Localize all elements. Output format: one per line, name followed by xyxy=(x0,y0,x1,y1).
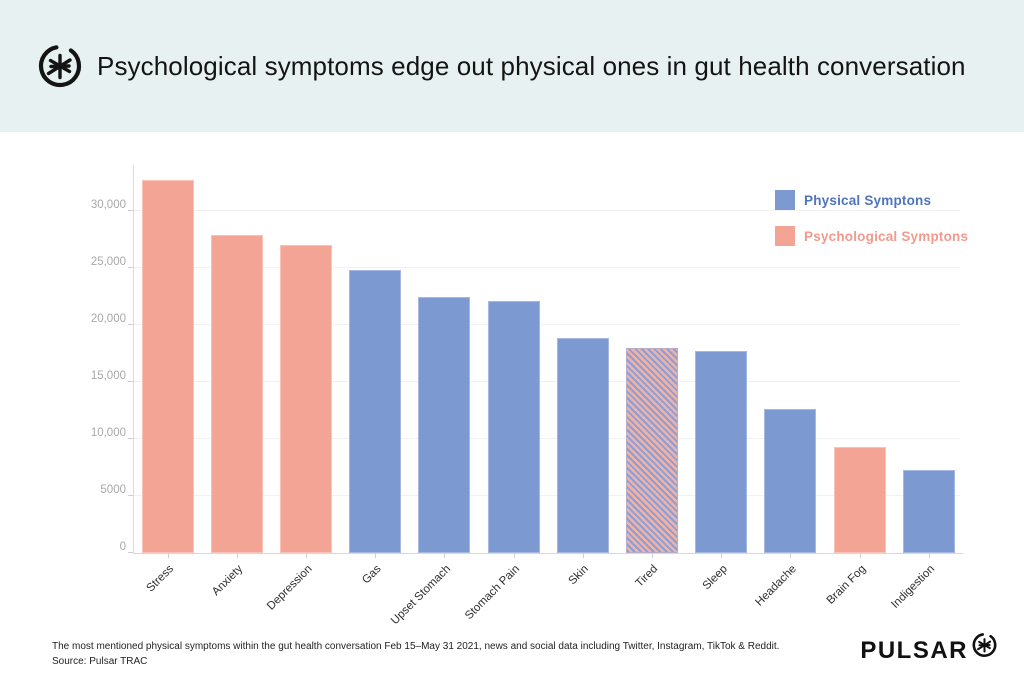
legend-item-physical: Physical Symptons xyxy=(775,190,968,210)
page-title: Psychological symptoms edge out physical… xyxy=(97,50,966,81)
x-axis-tick xyxy=(236,553,238,558)
y-axis-line xyxy=(133,165,134,553)
chart-source: Source: Pulsar TRAC xyxy=(52,656,148,667)
bar-indigestion xyxy=(902,470,955,553)
bar-depression xyxy=(279,244,332,553)
x-tick-label: Sleep xyxy=(700,563,730,593)
y-tick-label: 0 xyxy=(119,541,126,553)
x-tick-label: Skin xyxy=(566,563,592,588)
gridline xyxy=(134,494,960,496)
bar-chart-plot: 0 5000 10,000 15,000 20,000 25,000 30,000 Stres… xyxy=(91,165,963,627)
bar-sleep xyxy=(695,351,748,553)
x-tick-label: Indigestion xyxy=(889,563,938,611)
x-axis-tick xyxy=(305,553,307,558)
x-axis-tick xyxy=(651,553,653,558)
y-tick-label: 30,000 xyxy=(90,198,126,211)
gridline xyxy=(134,437,960,439)
legend-swatch-physical xyxy=(775,190,795,210)
y-tick-label: 5000 xyxy=(100,483,126,496)
y-tick-label: 25,000 xyxy=(90,255,126,268)
legend-item-psychological: Psychological Symptons xyxy=(775,226,968,246)
x-axis-line xyxy=(133,553,963,554)
bar-gas xyxy=(349,270,402,553)
gridline xyxy=(134,266,960,268)
legend-swatch-psychological xyxy=(775,226,795,246)
x-axis-tick xyxy=(444,553,446,558)
bar-skin xyxy=(556,338,609,553)
bar-anxiety xyxy=(210,234,263,553)
x-axis-tick xyxy=(859,553,861,558)
x-tick-label: Upset Stomach xyxy=(388,563,453,628)
x-axis-tick xyxy=(928,553,930,558)
x-tick-label: Brain Fog xyxy=(824,563,868,607)
x-tick-label: Stress xyxy=(144,563,176,595)
y-axis-tick xyxy=(128,380,133,382)
brand-wordmark: PULSAR xyxy=(860,637,968,664)
y-axis-tick xyxy=(128,437,133,439)
x-axis-tick xyxy=(375,553,377,558)
gridline xyxy=(134,209,960,211)
x-tick-label: Headache xyxy=(753,563,799,609)
y-axis-tick xyxy=(128,209,133,211)
y-axis-tick xyxy=(128,266,133,268)
y-tick-label: 10,000 xyxy=(90,426,126,439)
x-axis-tick xyxy=(513,553,515,558)
bar-tired xyxy=(625,347,678,553)
chart-caption: The most mentioned physical symptoms wit… xyxy=(52,641,780,652)
y-axis-tick xyxy=(128,552,133,553)
x-axis-tick xyxy=(582,553,584,558)
x-axis-tick xyxy=(790,553,792,558)
x-axis-tick xyxy=(167,553,169,558)
pulsar-asterisk-icon xyxy=(972,633,997,657)
bar-stomach-pain xyxy=(487,300,540,553)
x-axis-tick xyxy=(721,553,723,558)
pulsar-asterisk-icon xyxy=(38,44,82,88)
gridline xyxy=(134,380,960,382)
gridline xyxy=(134,323,960,325)
y-tick-label: 15,000 xyxy=(90,369,126,382)
x-tick-label: Depression xyxy=(264,563,315,613)
legend-label: Physical Symptons xyxy=(804,192,932,208)
bar-upset-stomach xyxy=(418,297,471,553)
x-tick-label: Gas xyxy=(360,563,384,587)
legend-label: Psychological Symptons xyxy=(804,228,969,244)
x-tick-label: Anxiety xyxy=(210,563,246,599)
brand-mark: PULSAR xyxy=(860,632,998,670)
y-axis-tick xyxy=(128,494,133,496)
chart-legend: Physical Symptons Psychological Symptons xyxy=(775,190,968,262)
y-axis-tick xyxy=(128,323,133,325)
x-tick-label: Stomach Pain xyxy=(462,563,522,623)
header-band: Psychological symptoms edge out physical… xyxy=(0,0,1024,132)
bar-brain-fog xyxy=(833,446,886,553)
bar-headache xyxy=(764,409,817,553)
y-tick-label: 20,000 xyxy=(90,312,126,325)
bar-stress xyxy=(141,179,194,553)
x-tick-label: Tired xyxy=(633,563,661,590)
